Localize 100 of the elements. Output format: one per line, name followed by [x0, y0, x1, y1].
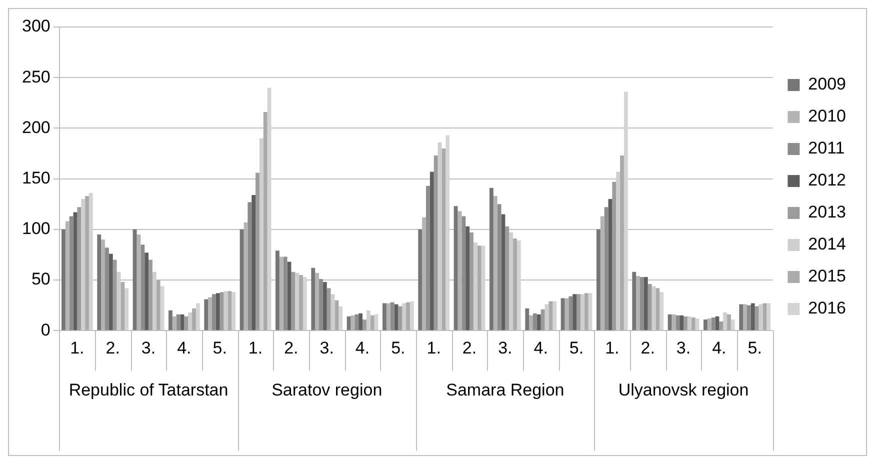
bar — [513, 238, 517, 330]
bar — [616, 172, 620, 330]
bar — [295, 272, 300, 330]
y-tick-label: 300 — [22, 16, 50, 36]
x-tick-label: 2. — [106, 338, 120, 358]
bar — [390, 302, 394, 330]
bar — [548, 301, 553, 330]
x-tick-label: 1. — [70, 338, 84, 358]
bar — [766, 303, 771, 330]
x-tick-label: 3. — [676, 338, 691, 358]
bar — [362, 319, 366, 330]
bar — [148, 260, 152, 330]
bar — [497, 204, 502, 330]
legend-label: 2014 — [808, 234, 846, 254]
x-tick-label: 4. — [712, 338, 726, 358]
bar — [132, 229, 137, 330]
legend-label: 2011 — [808, 138, 845, 158]
x-tick-label: 3. — [320, 338, 334, 358]
bar — [430, 172, 434, 330]
bar — [156, 280, 160, 330]
bar — [676, 315, 680, 330]
bar — [533, 313, 537, 330]
bar — [410, 301, 414, 330]
bar — [723, 312, 728, 330]
bar — [299, 274, 303, 330]
bar — [624, 92, 628, 330]
bar — [144, 252, 149, 330]
bar — [88, 192, 93, 330]
bar — [727, 314, 731, 330]
bar — [747, 305, 751, 330]
bar — [660, 292, 664, 330]
bar — [326, 288, 331, 330]
text: Saratov region — [272, 380, 382, 400]
bar — [648, 284, 652, 330]
bar — [62, 229, 66, 330]
bar — [687, 316, 692, 330]
bar — [730, 319, 735, 330]
legend-label: 2015 — [808, 266, 846, 286]
bar — [346, 316, 351, 330]
bar — [248, 202, 252, 330]
bar — [283, 256, 288, 330]
x-tick-label: 1. — [605, 338, 620, 358]
bar — [644, 276, 648, 330]
bar — [489, 188, 494, 330]
bar — [152, 272, 156, 330]
bar — [97, 234, 102, 330]
bar — [584, 293, 588, 330]
bar — [69, 216, 74, 330]
bar — [620, 156, 624, 330]
y-tick-label: 150 — [22, 168, 50, 188]
bar — [176, 314, 180, 330]
bar — [382, 303, 386, 330]
bar — [85, 196, 89, 330]
bar — [77, 207, 82, 330]
bar — [719, 321, 724, 330]
bar — [212, 294, 216, 330]
bar — [112, 260, 117, 330]
bar — [81, 199, 86, 330]
bar — [632, 272, 636, 330]
x-tick-label: 4. — [177, 338, 192, 358]
bar — [691, 317, 696, 330]
x-tick-label: 2. — [284, 338, 298, 358]
bar — [525, 308, 530, 330]
bar — [536, 314, 541, 330]
bar — [454, 206, 458, 330]
x-tick-label: 2. — [462, 338, 477, 358]
bar — [322, 282, 327, 330]
bar — [442, 148, 446, 330]
bar — [216, 293, 220, 330]
bar — [188, 312, 192, 330]
x-tick-label: 5. — [569, 338, 584, 358]
legend-label: 2016 — [808, 298, 846, 318]
bar — [509, 232, 514, 330]
bar — [711, 317, 716, 330]
legend-label: 2010 — [808, 106, 846, 126]
bar — [302, 276, 307, 330]
bar — [516, 240, 521, 330]
bar — [680, 315, 684, 330]
x-tick-label: 3. — [141, 338, 156, 358]
y-tick-label: 200 — [22, 118, 50, 137]
text: Republic of Tatarstan — [68, 380, 228, 400]
bar — [604, 207, 608, 330]
bar — [334, 300, 339, 330]
bar — [762, 303, 767, 330]
y-tick-label: 50 — [31, 270, 50, 289]
y-tick-label: 0 — [40, 320, 50, 340]
bar — [568, 296, 573, 330]
bar — [406, 302, 410, 330]
bar — [196, 303, 200, 330]
bar — [470, 232, 474, 330]
x-tick-label: 5. — [748, 338, 762, 358]
bar — [263, 112, 268, 330]
bar — [572, 294, 577, 330]
bar — [252, 194, 256, 330]
bar — [576, 294, 580, 330]
y-tick-label: 250 — [22, 67, 50, 86]
text: Ulyanovsk region — [618, 380, 749, 400]
bar — [240, 229, 244, 330]
bar — [656, 288, 660, 330]
bar — [560, 298, 565, 330]
